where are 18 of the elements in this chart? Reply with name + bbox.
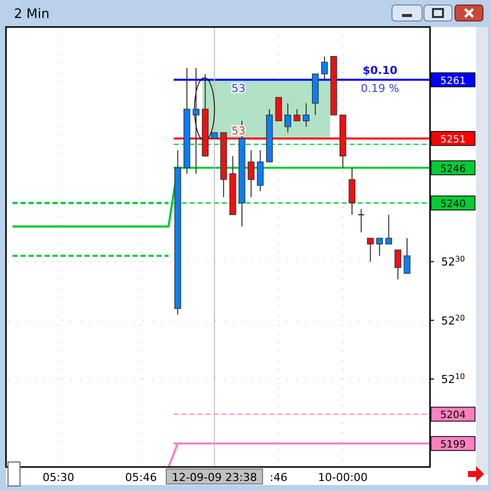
x-tick-label: 05:46 bbox=[125, 471, 157, 484]
ref-line-label: 5246 bbox=[440, 164, 466, 175]
x-tick-label: 10-00:00 bbox=[318, 471, 368, 484]
annotation: $0.10 bbox=[362, 64, 398, 77]
annotation: 53 bbox=[231, 82, 246, 95]
y-tick-label: 52$^{10}$ bbox=[441, 372, 465, 386]
chart-title: 2 Min bbox=[14, 7, 50, 22]
ref-line-label: 5261 bbox=[440, 76, 466, 87]
x-tick-label: 12-09-09 23:38 bbox=[172, 471, 257, 484]
ref-line-label: 5204 bbox=[440, 410, 466, 422]
y-tick-label: 52$^{30}$ bbox=[441, 254, 465, 269]
y-tick-label: 52$^{20}$ bbox=[441, 312, 465, 328]
x-tick-label: :46 bbox=[270, 471, 288, 484]
annotation: 0.19 % bbox=[360, 82, 400, 95]
ref-line-label: 5240 bbox=[440, 199, 466, 210]
x-tick-label: 05:30 bbox=[42, 471, 74, 484]
ref-line-label: 5251 bbox=[440, 134, 466, 146]
ref-line-label: 5199 bbox=[440, 440, 466, 451]
